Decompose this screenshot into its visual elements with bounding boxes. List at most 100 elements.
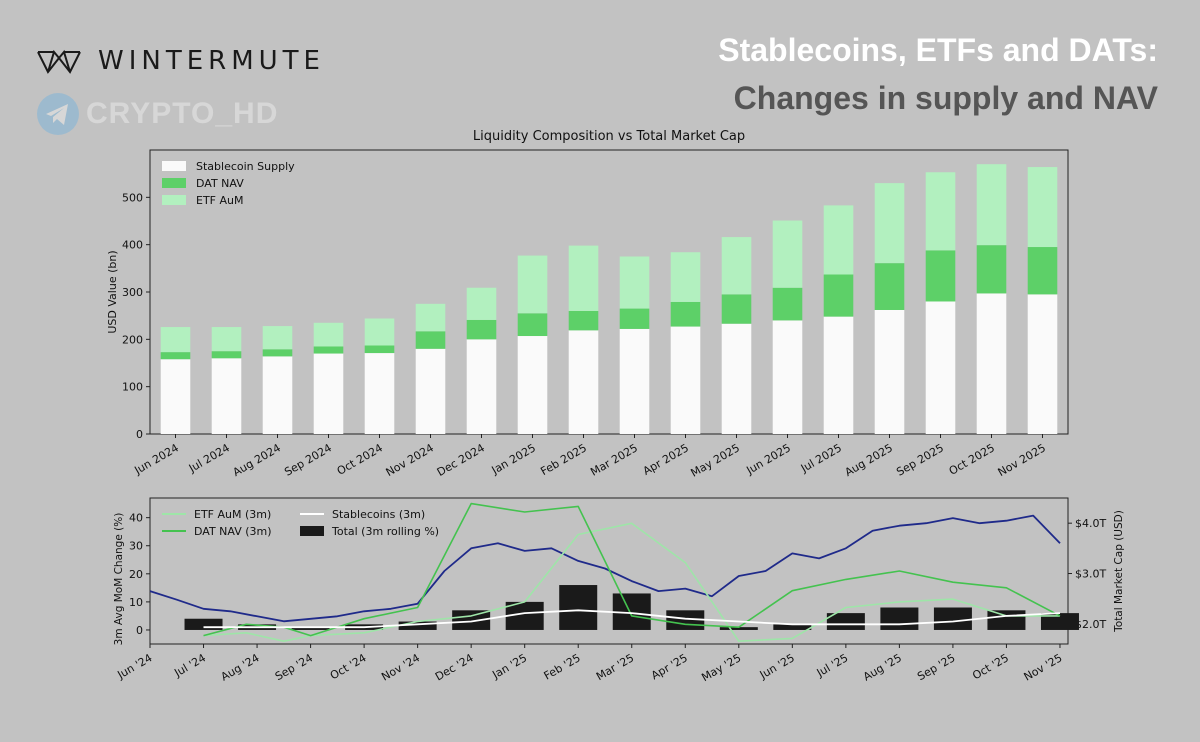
bottom-y-tick-label: 20 bbox=[129, 568, 143, 581]
bottom-plot-frame bbox=[149, 497, 1069, 645]
etf-aum-bar bbox=[772, 220, 803, 288]
stablecoin-bar bbox=[619, 328, 650, 434]
top-legend-label: Stablecoin Supply bbox=[196, 160, 295, 173]
dat-nav-bar bbox=[925, 250, 956, 302]
etf-aum-3m-line bbox=[203, 522, 1060, 643]
watermark: CRYPTO_HD bbox=[36, 92, 278, 136]
stablecoin-bar bbox=[466, 339, 497, 434]
bottom-x-tick-label: Apr '25 bbox=[649, 651, 690, 682]
telegram-icon bbox=[37, 93, 79, 135]
bottom-y-tick-label: 40 bbox=[129, 512, 143, 525]
stablecoin-bar bbox=[874, 309, 905, 434]
bottom-x-tick-label: Oct '25 bbox=[970, 651, 1011, 682]
etf-aum-bar bbox=[823, 205, 854, 275]
dat-nav-3m-line bbox=[203, 502, 1061, 637]
stablecoin-bar bbox=[823, 316, 854, 434]
top-x-tick-label: Jun 2025 bbox=[743, 441, 793, 477]
dat-nav-bar bbox=[160, 352, 191, 360]
total-3m-bar bbox=[719, 627, 758, 630]
top-x-tick-label: Jul 2025 bbox=[798, 441, 844, 475]
etf-aum-bar bbox=[466, 287, 497, 320]
stablecoin-bar bbox=[313, 353, 344, 434]
dat-nav-bar bbox=[874, 263, 905, 310]
top-y-tick-label: 300 bbox=[122, 286, 143, 299]
total-3m-bar bbox=[1040, 613, 1079, 630]
top-x-tick-label: Jul 2024 bbox=[186, 441, 232, 475]
etf-aum-bar bbox=[160, 327, 191, 353]
bottom-x-tick-label: Oct '24 bbox=[328, 651, 369, 682]
top-chart-title: Liquidity Composition vs Total Market Ca… bbox=[473, 129, 745, 144]
etf-aum-bar bbox=[874, 183, 905, 264]
bottom-x-tick-label: Jan '25 bbox=[489, 651, 529, 682]
dat-nav-bar bbox=[517, 313, 548, 337]
top-y-tick-label: 100 bbox=[122, 381, 143, 394]
total-3m-bar bbox=[987, 610, 1026, 630]
top-y-tick-label: 400 bbox=[122, 239, 143, 252]
top-y-tick-label: 0 bbox=[136, 428, 143, 441]
total-3m-bar bbox=[880, 607, 919, 630]
stablecoin-bar bbox=[925, 301, 956, 434]
bottom-x-tick-label: Jul '24 bbox=[171, 651, 208, 680]
top-x-tick-label: Nov 2024 bbox=[384, 441, 436, 479]
top-x-tick-label: Oct 2024 bbox=[335, 441, 385, 478]
bottom-x-tick-label: Jun '24 bbox=[114, 651, 154, 682]
bottom-y2-tick-label: $4.0T bbox=[1075, 517, 1106, 530]
bottom-x-tick-label: Nov '24 bbox=[379, 651, 422, 683]
headline-line-1: Stablecoins, ETFs and DATs: bbox=[718, 32, 1158, 68]
top-x-tick-label: Apr 2025 bbox=[641, 441, 691, 478]
stablecoin-bar bbox=[976, 293, 1007, 434]
mom-change-chart: 0 10 20 30 40 3m Avg MoM Change (%) $2.0T $3.0T… bbox=[113, 497, 1125, 684]
total-3m-bar bbox=[398, 621, 437, 630]
top-legend-label: DAT NAV bbox=[196, 177, 244, 190]
stablecoin-bar bbox=[211, 358, 242, 434]
top-x-tick-label: Mar 2025 bbox=[588, 441, 640, 478]
bottom-legend-label: Stablecoins (3m) bbox=[332, 508, 425, 521]
top-legend-swatch bbox=[162, 161, 186, 171]
headline-line-2: Changes in supply and NAV bbox=[733, 80, 1158, 116]
top-x-tick-label: Feb 2025 bbox=[538, 441, 589, 478]
stablecoin-bar bbox=[670, 326, 701, 434]
dat-nav-bar bbox=[262, 349, 293, 357]
etf-aum-bar bbox=[364, 318, 395, 346]
stablecoin-bar bbox=[1027, 294, 1058, 434]
dat-nav-bar bbox=[211, 351, 242, 359]
bottom-x-tick-label: Aug '25 bbox=[861, 651, 904, 683]
etf-aum-bar bbox=[262, 326, 293, 350]
headline: Stablecoins, ETFs and DATs: Changes in s… bbox=[718, 28, 1158, 120]
total-3m-bar bbox=[826, 613, 865, 630]
top-y-tick-label: 500 bbox=[122, 191, 143, 204]
etf-aum-bar bbox=[976, 164, 1007, 246]
dat-nav-bar bbox=[466, 319, 497, 340]
bottom-legend-label: ETF AuM (3m) bbox=[194, 508, 271, 521]
etf-aum-bar bbox=[517, 255, 548, 314]
top-x-tick-label: Aug 2024 bbox=[231, 441, 283, 479]
bottom-x-tick-label: Nov '25 bbox=[1022, 651, 1065, 683]
dat-nav-bar bbox=[619, 308, 650, 329]
top-x-tick-label: Nov 2025 bbox=[996, 441, 1048, 479]
bottom-y2-axis-label: Total Market Cap (USD) bbox=[1113, 510, 1125, 633]
top-x-tick-label: May 2025 bbox=[689, 441, 742, 479]
bottom-x-tick-label: May '25 bbox=[699, 651, 743, 684]
watermark-text: CRYPTO_HD bbox=[86, 97, 279, 130]
top-legend-label: ETF AuM bbox=[196, 194, 243, 207]
bottom-legend-label: DAT NAV (3m) bbox=[194, 525, 272, 538]
bottom-x-tick-label: Sep '25 bbox=[915, 651, 957, 683]
top-legend-swatch bbox=[162, 178, 186, 188]
top-x-tick-label: Oct 2025 bbox=[947, 441, 997, 478]
dat-nav-bar bbox=[1027, 247, 1058, 295]
bottom-x-tick-label: Mar '25 bbox=[594, 651, 636, 683]
stablecoin-bar bbox=[568, 330, 599, 434]
stablecoin-bar bbox=[721, 323, 752, 434]
stablecoin-bar bbox=[772, 320, 803, 434]
bottom-x-tick-label: Dec '24 bbox=[433, 651, 476, 683]
dat-nav-bar bbox=[721, 294, 752, 324]
dat-nav-bar bbox=[364, 345, 395, 354]
etf-aum-bar bbox=[670, 252, 701, 302]
top-y-tick-label: 200 bbox=[122, 333, 143, 346]
etf-aum-bar bbox=[415, 303, 446, 332]
dat-nav-bar bbox=[823, 274, 854, 317]
dat-nav-bar bbox=[568, 310, 599, 331]
bottom-y2-tick-label: $2.0T bbox=[1075, 618, 1106, 631]
total-market-cap-line bbox=[149, 514, 1061, 623]
top-x-tick-label: Jan 2025 bbox=[489, 441, 538, 477]
